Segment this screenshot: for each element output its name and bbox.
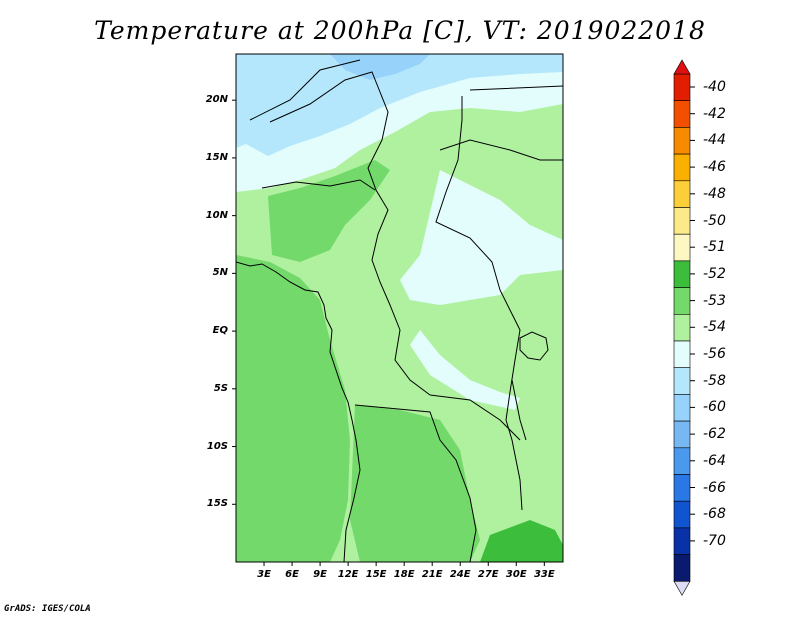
- colorbar-top-triangle: [673, 59, 691, 75]
- colorbar-swatch: [673, 554, 691, 582]
- colorbar-bottom-triangle: [673, 580, 691, 596]
- lon-tick-label: 9E: [313, 569, 327, 580]
- colorbar-swatch: [673, 153, 691, 182]
- colorbar-level-label: -66: [703, 479, 726, 496]
- colorbar-swatch: [673, 287, 691, 315]
- colorbar-swatch: [673, 367, 691, 395]
- colorbar-swatch: [673, 73, 691, 102]
- colorbar-level-label: -53: [703, 292, 726, 309]
- colorbar-swatch: [673, 474, 691, 502]
- field-mid-west: [236, 255, 350, 562]
- field-warm-southeast: [480, 520, 563, 562]
- colorbar-level-label: -60: [703, 399, 726, 416]
- temperature-field: [236, 54, 563, 562]
- lat-tick-marks: [232, 99, 236, 505]
- lat-tick-label: 5N: [212, 267, 228, 279]
- border-central-south: [354, 394, 521, 562]
- border-north: [269, 71, 431, 396]
- colorbar-swatch: [673, 420, 691, 449]
- lon-tick-label: 21E: [421, 569, 443, 580]
- lat-tick-label: 15S: [206, 498, 228, 510]
- colorbar-level-label: -42: [703, 105, 726, 122]
- lat-tick-label: 15N: [205, 151, 228, 163]
- colorbar-level-label: -46: [703, 159, 726, 176]
- lon-tick-label: 6E: [285, 569, 299, 580]
- colorbar-swatch: [673, 394, 691, 422]
- lat-tick-label: 20N: [205, 94, 228, 106]
- lon-tick-label: 18E: [393, 569, 415, 580]
- map-title: Temperature at 200hPa [C], VT: 201902201…: [94, 16, 706, 45]
- lat-tick-label: 10S: [206, 440, 228, 452]
- colorbar-swatch: [673, 127, 691, 155]
- lat-tick-label: EQ: [212, 325, 228, 337]
- colorbar-swatch: [673, 527, 691, 555]
- colorbar-level-label: -58: [703, 372, 726, 389]
- lake-tanganyika: [511, 379, 527, 441]
- lake-victoria: [519, 331, 549, 361]
- colorbar-level-label: -68: [703, 506, 726, 523]
- colorbar-level-label: -54: [703, 319, 726, 336]
- lon-tick-label: 33E: [533, 569, 555, 580]
- colorbar-level-label: -52: [703, 265, 726, 282]
- colorbar-level-label: -64: [703, 452, 726, 469]
- lon-tick-label: 15E: [365, 569, 387, 580]
- lat-tick-label: 10N: [205, 209, 228, 221]
- colorbar-level-label: -70: [703, 532, 726, 549]
- field-mid-north: [268, 160, 390, 262]
- border-sahel: [261, 139, 563, 191]
- colorbar-level-label: -56: [703, 346, 726, 362]
- field-cold-band-central: [400, 170, 563, 305]
- border-north-top: [249, 59, 563, 121]
- colorbar-swatch: [673, 100, 691, 128]
- colorbar-swatch: [673, 340, 691, 369]
- lon-tick-label: 24E: [449, 569, 471, 580]
- field-cold-band-central-2: [410, 330, 520, 410]
- colorbar-level-label: -40: [703, 79, 726, 95]
- field-cold-band-north-2: [236, 54, 563, 156]
- field-mid-angola: [350, 405, 480, 562]
- border-east: [435, 96, 523, 511]
- colorbar-level-label: -48: [703, 185, 726, 202]
- colorbar-level-label: -62: [703, 426, 726, 443]
- colorbar-level-label: -50: [703, 212, 726, 229]
- lat-tick-label: 5S: [213, 382, 228, 394]
- colorbar-level-label: -44: [703, 132, 726, 149]
- coastline-west: [236, 261, 361, 562]
- colorbar-swatch: [673, 207, 691, 235]
- grads-credit: GrADS: IGES/COLA: [4, 604, 91, 614]
- colorbar-level-label: -51: [703, 239, 726, 256]
- lon-tick-label: 3E: [257, 569, 271, 580]
- lon-tick-marks: [263, 562, 545, 566]
- colorbar-swatch: [673, 233, 691, 262]
- colorbar: [673, 59, 695, 596]
- colorbar-swatch: [673, 260, 691, 288]
- country-borders: [236, 59, 563, 562]
- colorbar-swatch: [673, 447, 691, 475]
- lon-tick-label: 27E: [477, 569, 499, 580]
- colorbar-swatch: [673, 313, 691, 342]
- map-frame: [235, 53, 564, 563]
- colorbar-swatch: [673, 500, 691, 529]
- lon-tick-label: 12E: [337, 569, 359, 580]
- lon-tick-label: 30E: [505, 569, 527, 580]
- colorbar-swatch: [673, 180, 691, 208]
- field-cold-band-north-3: [330, 54, 430, 80]
